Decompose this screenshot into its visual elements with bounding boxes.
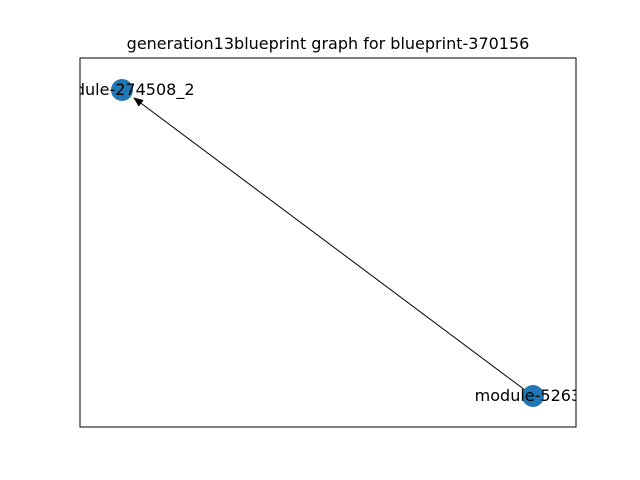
plot-area: module-274508_2 module-52638 (50, 79, 592, 407)
node-label: module-52638 (475, 386, 592, 405)
graph-title: generation13blueprint graph for blueprin… (127, 34, 530, 53)
node-label: module-274508_2 (50, 80, 195, 100)
graph-edge (133, 97, 534, 397)
axes-frame (79, 57, 577, 428)
graph-node[interactable] (111, 79, 133, 101)
graph-node[interactable] (522, 385, 544, 407)
